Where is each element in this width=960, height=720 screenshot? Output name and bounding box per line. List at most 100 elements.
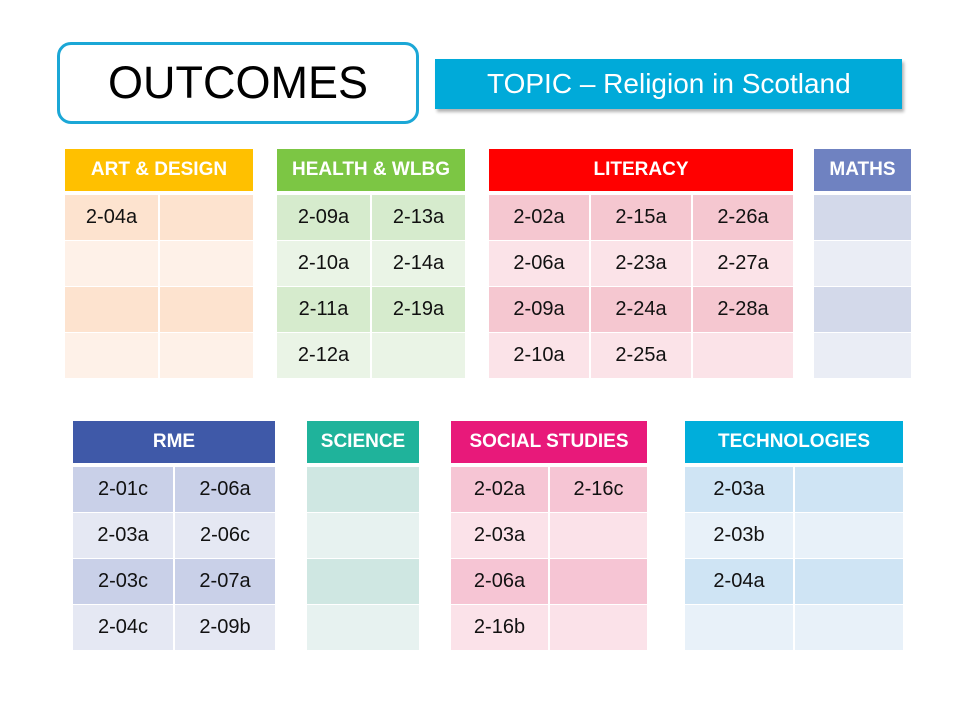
outcome-cell: 2-06a xyxy=(451,559,550,604)
outcome-cell xyxy=(307,513,419,558)
outcome-cell xyxy=(160,241,253,286)
table-row xyxy=(814,332,911,378)
table-row: 2-06a xyxy=(451,558,647,604)
outcome-cell xyxy=(307,467,419,512)
outcome-cell: 2-25a xyxy=(591,333,693,378)
outcome-cell: 2-03a xyxy=(73,513,175,558)
table-row: 2-09a 2-24a 2-28a xyxy=(489,286,793,332)
table-row: 2-02a 2-15a 2-26a xyxy=(489,195,793,240)
outcome-cell: 2-19a xyxy=(392,298,445,320)
outcome-cell xyxy=(65,241,160,286)
table-row: 2-16b xyxy=(451,604,647,650)
outcome-cell: 2-16b xyxy=(451,605,550,650)
outcome-cell: 2-09a xyxy=(277,195,372,240)
outcome-cell xyxy=(795,467,903,512)
table-row: 2-01c 2-06a xyxy=(73,467,275,512)
outcome-cell: 2-04a xyxy=(65,195,160,240)
outcome-cell: 2-04c xyxy=(73,605,175,650)
table-header: HEALTH & WLBG xyxy=(277,149,465,191)
outcome-cell xyxy=(795,559,903,604)
outcome-cell: 2-03b xyxy=(685,513,795,558)
table-row xyxy=(65,240,253,286)
table-row: 2-02a 2-16c xyxy=(451,467,647,512)
table-rme: RME 2-01c 2-06a 2-03a 2-06c 2-03c 2-07a 2-04c 2-… xyxy=(73,421,275,650)
outcome-cell xyxy=(814,195,911,240)
table-row: 2-10a 2-14a xyxy=(277,240,465,286)
table-row: 2-06a 2-23a 2-27a xyxy=(489,240,793,286)
table-row xyxy=(65,332,253,378)
table-row: 2-11a 2-19a xyxy=(277,286,465,332)
outcome-cell: 2-01c xyxy=(73,467,175,512)
table-row xyxy=(307,467,419,512)
outcome-cell xyxy=(693,333,793,378)
outcome-cell: 2-28a xyxy=(717,298,769,320)
table-row: 2-12a xyxy=(277,332,465,378)
outcome-cell: 2-09a xyxy=(489,287,591,332)
table-row xyxy=(65,286,253,332)
outcome-cell: 2-15a xyxy=(591,195,693,240)
table-row: 2-04c 2-09b xyxy=(73,604,275,650)
outcome-cell xyxy=(550,513,647,558)
outcome-cell: 2-13a xyxy=(392,206,445,228)
outcome-cell xyxy=(372,333,465,378)
table-literacy: LITERACY 2-02a 2-15a 2-26a 2-06a 2-23a 2-27a 2-… xyxy=(489,149,793,378)
table-header: ART & DESIGN xyxy=(65,149,253,191)
table-row xyxy=(307,512,419,558)
table-social-studies: SOCIAL STUDIES 2-02a 2-16c 2-03a 2-06a 2-16b xyxy=(451,421,647,650)
outcome-cell xyxy=(307,605,419,650)
table-row: 2-10a 2-25a xyxy=(489,332,793,378)
table-row: 2-09a 2-13a xyxy=(277,195,465,240)
table-health-wlbg: HEALTH & WLBG 2-09a 2-13a 2-10a 2-14a 2-11a 2-… xyxy=(277,149,465,378)
outcome-cell: 2-23a xyxy=(591,241,693,286)
table-row: 2-03b xyxy=(685,512,903,558)
table-header: TECHNOLOGIES xyxy=(685,421,903,463)
outcome-cell xyxy=(160,195,253,240)
table-row xyxy=(685,604,903,650)
outcome-cell: 2-10a xyxy=(489,333,591,378)
outcome-cell xyxy=(685,605,795,650)
outcome-cell: 2-14a xyxy=(392,252,445,274)
table-science: SCIENCE xyxy=(307,421,419,650)
topic-banner: TOPIC – Religion in Scotland xyxy=(435,59,902,109)
outcome-cell: 2-03a xyxy=(685,467,795,512)
outcome-cell: 2-04a xyxy=(685,559,795,604)
outcome-cell xyxy=(550,559,647,604)
table-header: RME xyxy=(73,421,275,463)
outcome-cell: 2-12a xyxy=(277,333,372,378)
table-header: SCIENCE xyxy=(307,421,419,463)
table-row: 2-03a xyxy=(451,512,647,558)
table-row xyxy=(307,558,419,604)
outcome-cell: 2-06a xyxy=(199,478,251,500)
table-art-design: ART & DESIGN 2-04a xyxy=(65,149,253,378)
table-row xyxy=(814,240,911,286)
outcome-cell: 2-09b xyxy=(199,616,251,638)
outcome-cell: 2-02a xyxy=(489,195,591,240)
outcome-cell xyxy=(160,287,253,332)
outcome-cell: 2-06c xyxy=(199,524,251,546)
outcome-cell: 2-02a xyxy=(451,467,550,512)
outcome-cell: 2-03a xyxy=(451,513,550,558)
outcome-cell xyxy=(550,605,647,650)
outcome-cell xyxy=(65,333,160,378)
table-maths: MATHS xyxy=(814,149,911,378)
outcome-cell: 2-26a xyxy=(717,206,769,228)
table-header: MATHS xyxy=(814,149,911,191)
outcome-cell xyxy=(814,241,911,286)
outcome-cell: 2-07a xyxy=(199,570,251,592)
table-row xyxy=(814,195,911,240)
table-header: LITERACY xyxy=(489,149,793,191)
outcome-cell: 2-16c xyxy=(573,478,624,500)
outcome-cell: 2-06a xyxy=(489,241,591,286)
table-row: 2-03a 2-06c xyxy=(73,512,275,558)
outcome-cell xyxy=(814,333,911,378)
table-row xyxy=(814,286,911,332)
outcomes-title: OUTCOMES xyxy=(57,42,419,124)
outcome-cell xyxy=(307,559,419,604)
outcome-cell xyxy=(795,605,903,650)
table-row: 2-03c 2-07a xyxy=(73,558,275,604)
outcome-cell: 2-11a xyxy=(277,287,372,332)
outcome-cell xyxy=(795,513,903,558)
outcome-cell: 2-27a xyxy=(717,252,769,274)
outcome-cell xyxy=(814,287,911,332)
outcome-cell: 2-03c xyxy=(73,559,175,604)
